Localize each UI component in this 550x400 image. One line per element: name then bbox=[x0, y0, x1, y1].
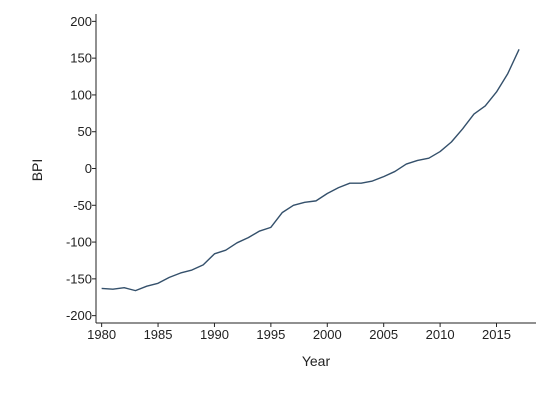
x-tick-label: 2015 bbox=[482, 327, 511, 342]
x-tick-label: 1995 bbox=[256, 327, 285, 342]
y-tick-label: 0 bbox=[85, 161, 92, 176]
y-tick-label: -100 bbox=[66, 235, 92, 250]
series-layer bbox=[101, 49, 520, 292]
x-tick-label: 1985 bbox=[144, 327, 173, 342]
y-tick-label: 100 bbox=[70, 87, 92, 102]
x-axis: 1980 1985 1990 1995 2000 2005 2010 2015 bbox=[87, 322, 536, 342]
x-tick-label: 2010 bbox=[426, 327, 455, 342]
y-tick-label: 150 bbox=[70, 51, 92, 66]
y-axis-title: BPI bbox=[29, 159, 45, 182]
x-tick-label: 1990 bbox=[200, 327, 229, 342]
x-tick-label: 2005 bbox=[369, 327, 398, 342]
y-tick-label: 200 bbox=[70, 14, 92, 29]
y-tick-label: -150 bbox=[66, 271, 92, 286]
y-tick-label: 50 bbox=[78, 124, 92, 139]
y-axis: -200 -150 -100 -50 0 50 100 150 200 bbox=[66, 14, 97, 323]
y-tick-label: -50 bbox=[73, 198, 92, 213]
series-line bbox=[101, 49, 520, 292]
x-axis-title: Year bbox=[302, 353, 331, 369]
y-tick-label: -200 bbox=[66, 308, 92, 323]
x-tick-label: 2000 bbox=[313, 327, 342, 342]
x-tick-label: 1980 bbox=[87, 327, 116, 342]
